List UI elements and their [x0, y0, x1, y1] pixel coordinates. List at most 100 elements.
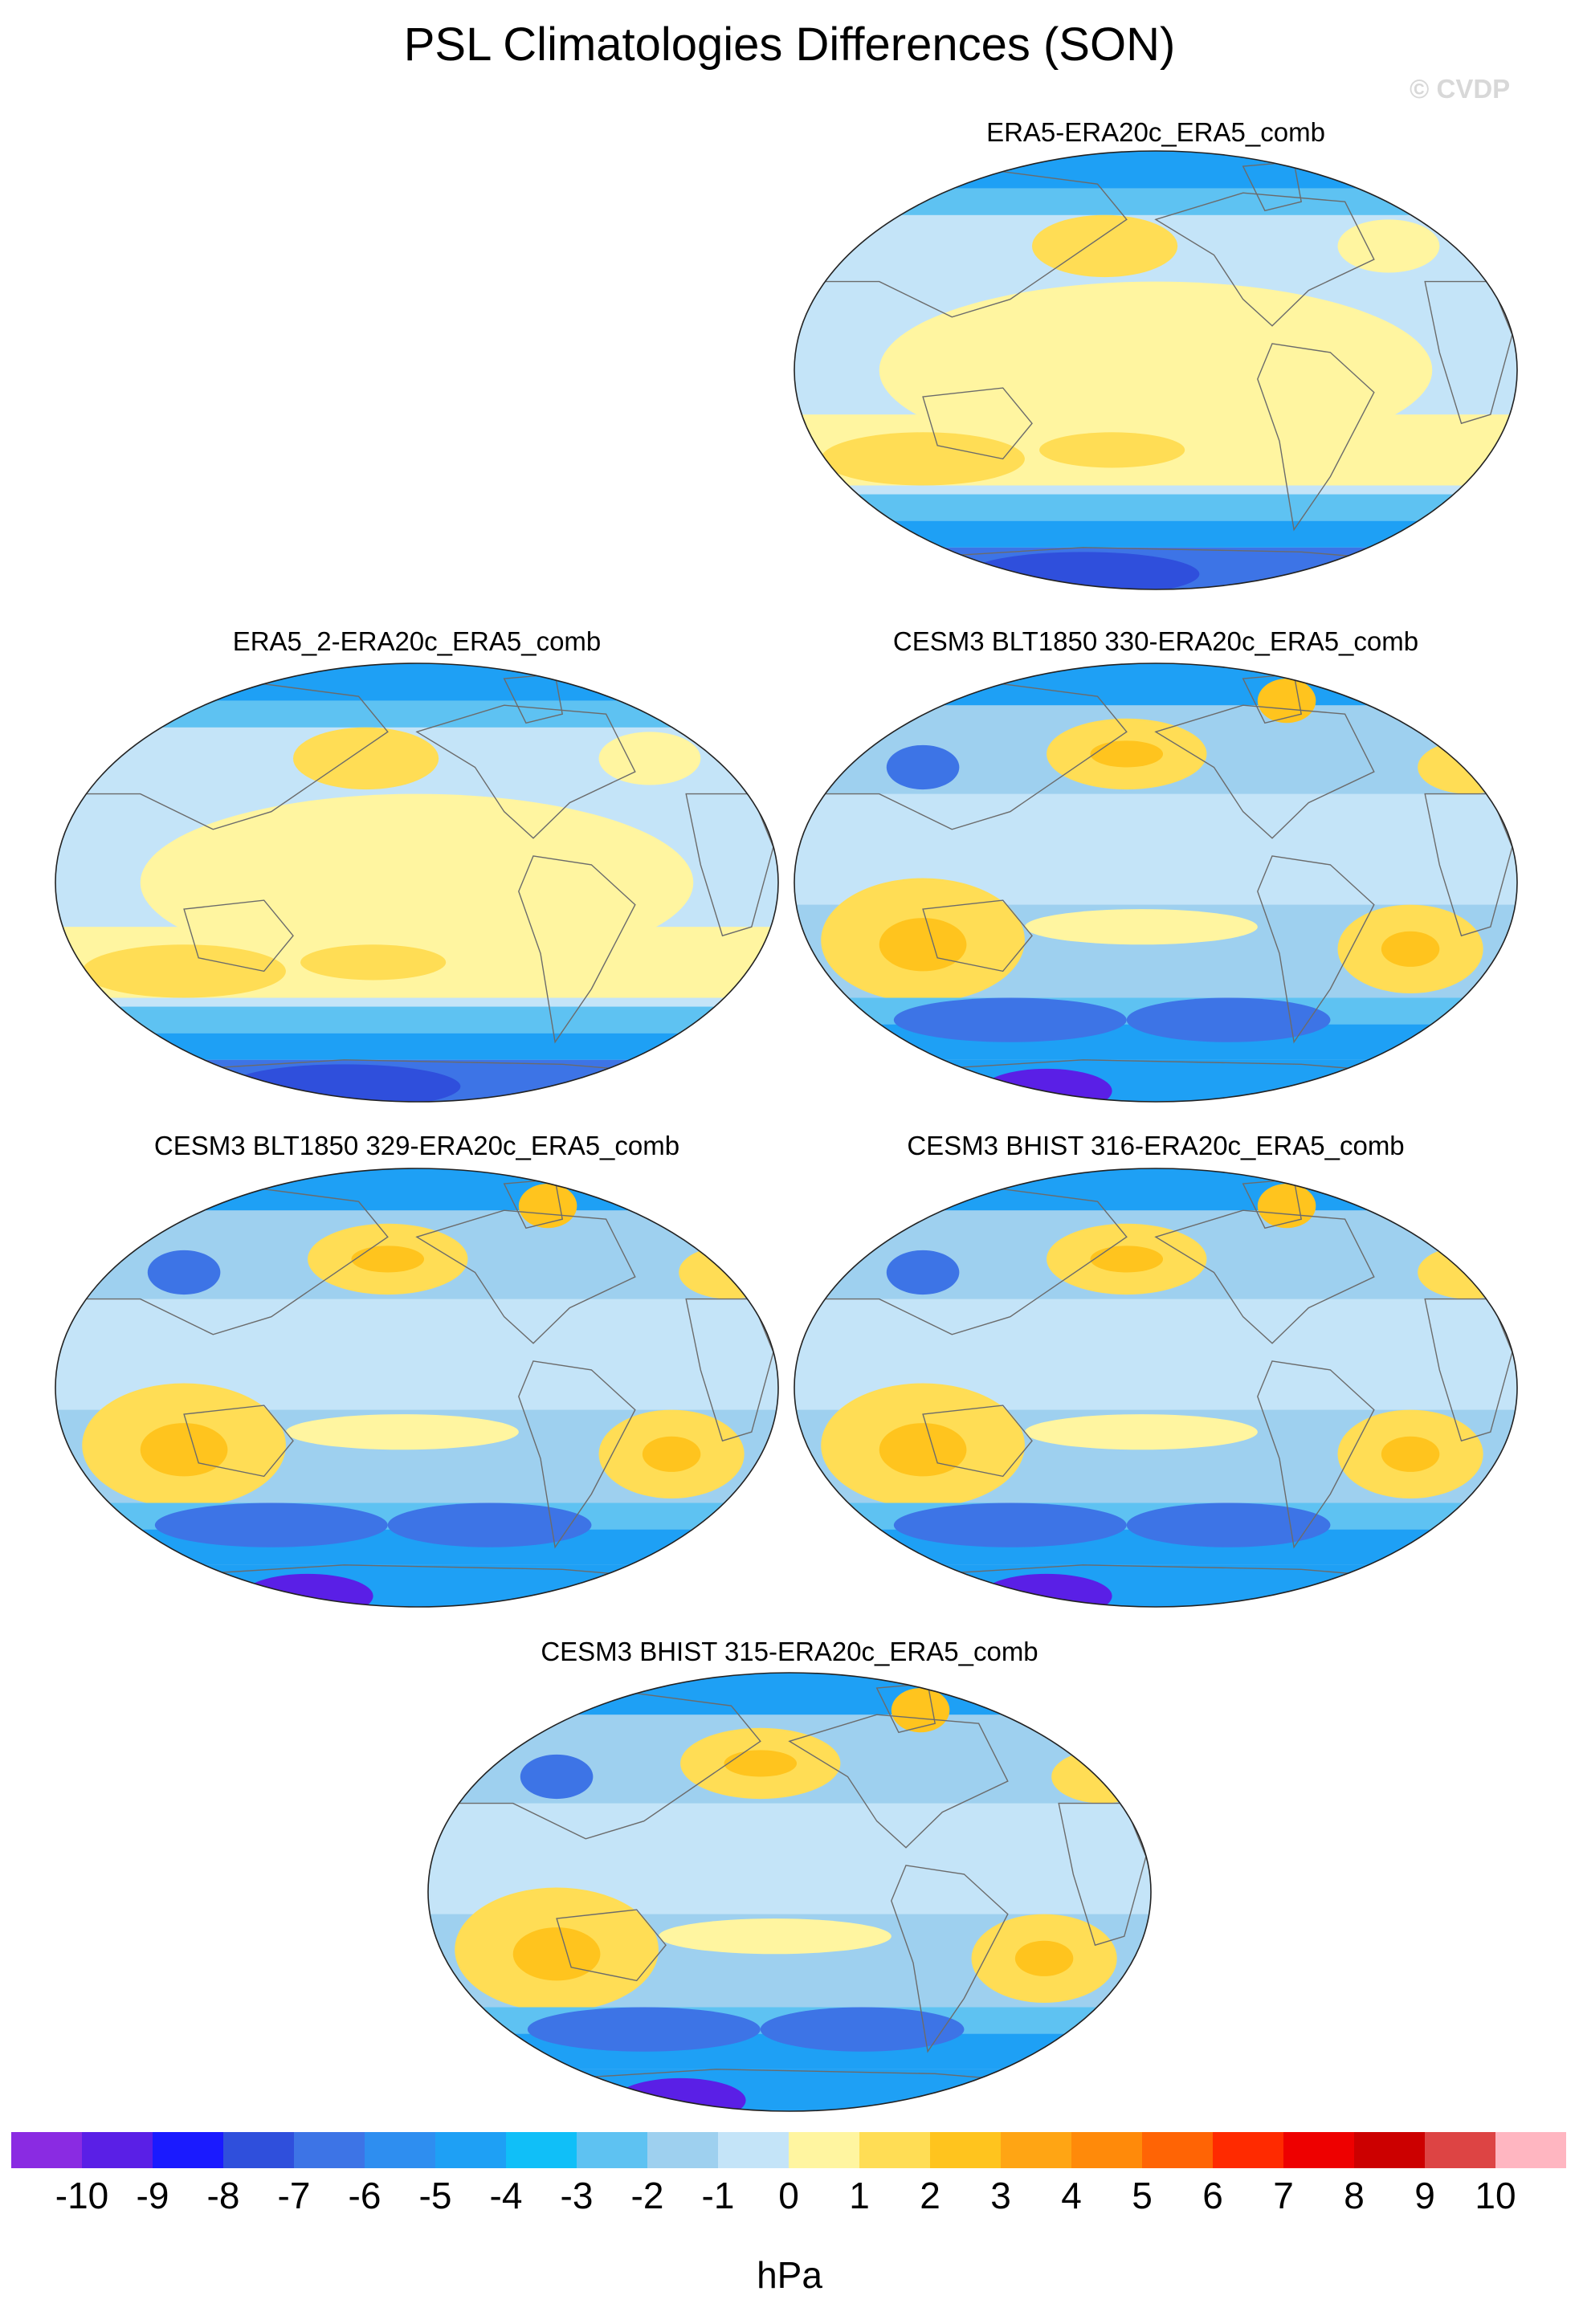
panel-title-2: ERA5_2-ERA20c_ERA5_comb: [232, 626, 602, 656]
south-atlantic-core: [1014, 1940, 1074, 1976]
north-pacific-positive: [1031, 214, 1178, 278]
coast-south-america: [1257, 1360, 1375, 1549]
north-pacific-positive: [292, 727, 439, 790]
south-indian-core: [140, 1423, 228, 1477]
north-pacific-core: [351, 1246, 425, 1273]
colorbar-tick-label: -7: [277, 2175, 311, 2216]
southern-ocean-low-1: [893, 997, 1127, 1042]
colorbar-tick-label: -5: [418, 2175, 452, 2216]
north-atlantic-positive: [1418, 740, 1517, 794]
south-atlantic-core: [1381, 931, 1440, 967]
tibet-negative: [520, 1754, 594, 1800]
arctic-band: [794, 1168, 1517, 1211]
south-indian-core: [879, 1423, 967, 1477]
southern-ocean-band: [55, 1006, 778, 1034]
subarctic-band: [794, 188, 1517, 215]
colorbar-tick-label: -10: [55, 2175, 109, 2216]
southern-ocean-low-2: [760, 2007, 965, 2052]
southern-ocean-low-1: [154, 1502, 388, 1547]
tropical-pacific-positive: [140, 793, 694, 972]
southern-ocean-low-2: [1126, 997, 1331, 1042]
colorbar-tick-label: 2: [920, 2175, 940, 2216]
coast-australia: [183, 899, 294, 972]
map-panel-1: [792, 149, 1520, 592]
colorbar-swatch: [1142, 2132, 1214, 2168]
colorbar-tick-label: -3: [560, 2175, 594, 2216]
coast-north-america: [415, 1209, 636, 1344]
greenland-positive: [1257, 679, 1316, 724]
colorbar-tick-label: 3: [990, 2175, 1011, 2216]
south-indian-positive: [821, 432, 1025, 486]
colorbar-swatch: [294, 2132, 365, 2168]
colorbar-tick-label: -2: [630, 2175, 664, 2216]
coast-south-america: [518, 855, 636, 1044]
colorbar-swatch: [435, 2132, 507, 2168]
subarctic-band: [55, 700, 778, 728]
southern-ocean-band: [794, 494, 1517, 521]
colorbar-swatch: [859, 2132, 931, 2168]
colorbar-swatch: [1283, 2132, 1355, 2168]
panel-title-6: CESM3 BHIST 315-ERA20c_ERA5_comb: [541, 1637, 1038, 1666]
arctic-band: [428, 1673, 1151, 1715]
antarctic-band: [428, 2069, 1151, 2111]
colorbar-swatch: [223, 2132, 295, 2168]
antarctic-low: [981, 1068, 1112, 1102]
colorbar: [11, 2132, 1566, 2168]
panel-title-5: CESM3 BHIST 316-ERA20c_ERA5_comb: [907, 1131, 1405, 1160]
colorbar-tick-labels: -10 -9 -8 -7 -6 -5 -4 -3 -2 -1 0 1 2 3 4 5 6 7 8 9 10: [0, 2174, 1579, 2218]
coast-north-america: [1154, 192, 1375, 327]
north-atlantic-positive: [1051, 1750, 1151, 1804]
colorbar-swatch: [718, 2132, 790, 2168]
colorbar-swatch: [1071, 2132, 1143, 2168]
south-pacific-positive: [1024, 1414, 1258, 1450]
south-pacific-positive: [300, 944, 447, 981]
coast-north-america: [1154, 1209, 1375, 1344]
south-pacific-positive: [1039, 432, 1185, 468]
colorbar-swatch: [1495, 2132, 1566, 2168]
greenland-positive: [518, 1184, 577, 1229]
south-indian-positive: [82, 944, 286, 998]
arctic-band: [55, 1168, 778, 1211]
arctic-band: [55, 663, 778, 701]
colorbar-tick-label: 8: [1344, 2175, 1365, 2216]
colorbar-tick-label: -9: [136, 2175, 169, 2216]
coast-north-america: [415, 704, 636, 839]
antarctic-low: [981, 1573, 1112, 1607]
map-border: [427, 1672, 1152, 2112]
colorbar-swatch: [647, 2132, 719, 2168]
colorbar-tick-label: -1: [701, 2175, 735, 2216]
coast-south-america: [1257, 855, 1375, 1044]
south-indian-core: [512, 1927, 601, 1981]
southern-ocean-low-1: [893, 1502, 1127, 1547]
colorbar-tick-label: 0: [778, 2175, 799, 2216]
tibet-negative: [886, 1250, 960, 1295]
south-indian-core: [879, 918, 967, 972]
figure-title: PSL Climatologies Differences (SON): [403, 18, 1176, 71]
coast-south-america: [891, 1865, 1009, 2053]
colorbar-swatch: [11, 2132, 83, 2168]
tibet-negative: [886, 744, 960, 790]
southern-ocean-low-2: [387, 1502, 592, 1547]
map-panel-2: [53, 661, 781, 1104]
map-border: [794, 663, 1518, 1103]
antarctic-band: [55, 1564, 778, 1607]
map-panel-5: [792, 1166, 1520, 1609]
north-pacific-core: [1090, 1246, 1164, 1273]
colorbar-units: hPa: [757, 2254, 822, 2296]
southern-ocean-low-1: [527, 2007, 761, 2052]
antarctic-low: [242, 1573, 373, 1607]
colorbar-swatch: [1354, 2132, 1426, 2168]
north-pacific-core: [724, 1750, 798, 1777]
cvdp-watermark: © CVDP: [1410, 74, 1511, 104]
coast-south-america: [518, 1360, 636, 1549]
greenland-positive: [891, 1688, 950, 1733]
antarctic-band: [794, 1564, 1517, 1607]
panel-title-1: ERA5-ERA20c_ERA5_comb: [986, 117, 1325, 147]
coast-australia: [183, 1405, 294, 1478]
colorbar-tick-label: 4: [1061, 2175, 1082, 2216]
coast-australia: [556, 1909, 667, 1982]
map-border: [55, 1168, 779, 1608]
north-atlantic-positive: [1418, 1246, 1517, 1299]
tibet-negative: [147, 1250, 221, 1295]
south-pacific-positive: [658, 1918, 892, 1955]
